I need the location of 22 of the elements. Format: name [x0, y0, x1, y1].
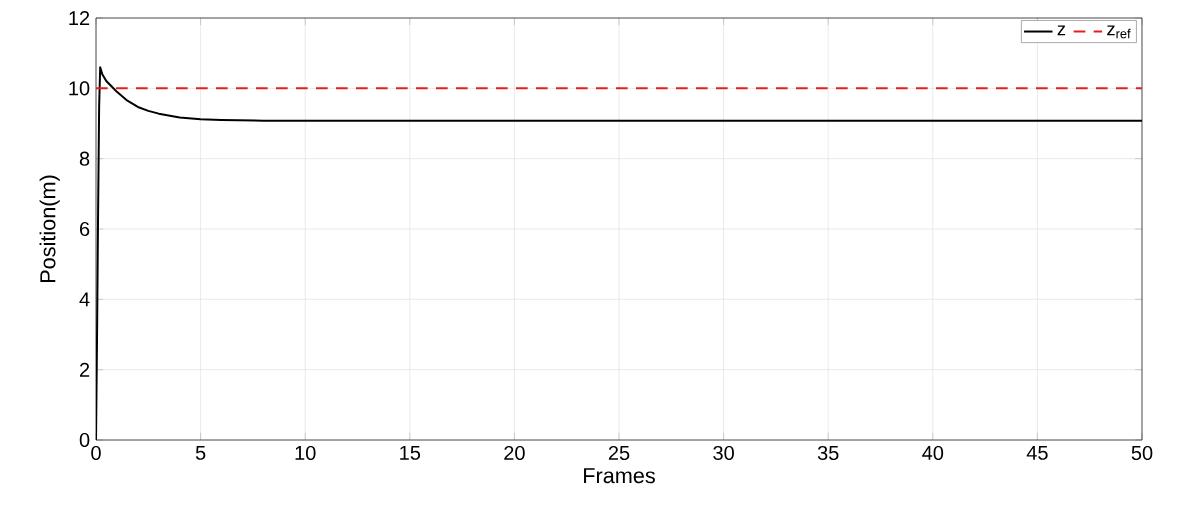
- y-tick-label: 12: [69, 11, 90, 25]
- y-tick-label: 8: [79, 151, 90, 166]
- y-tick-label: 6: [80, 221, 90, 237]
- x-tick-label: 45: [1026, 445, 1048, 460]
- legend-label: z: [1057, 25, 1066, 36]
- x-tick-label: 10: [295, 445, 316, 461]
- x-axis-title: Frames: [584, 468, 655, 484]
- y-tick-label: 4: [79, 292, 90, 307]
- y-tick-label: 10: [69, 81, 90, 96]
- x-tick-label: 5: [195, 445, 206, 460]
- y-tick-label: 0: [79, 432, 90, 448]
- x-tick-label: 40: [922, 445, 944, 461]
- x-tick-label: 30: [713, 445, 734, 461]
- x-tick-label: 25: [608, 445, 630, 461]
- legend-label: z$_{ref}$: [1107, 25, 1131, 39]
- y-tick-label: 2: [79, 362, 90, 377]
- x-tick-label: 0: [91, 445, 101, 461]
- x-tick-label: 15: [400, 445, 421, 460]
- x-tick-label: 35: [817, 445, 839, 461]
- x-tick-label: 50: [1131, 445, 1153, 461]
- x-tick-label: 20: [504, 445, 525, 461]
- y-axis-title: Position(m): [39, 175, 60, 282]
